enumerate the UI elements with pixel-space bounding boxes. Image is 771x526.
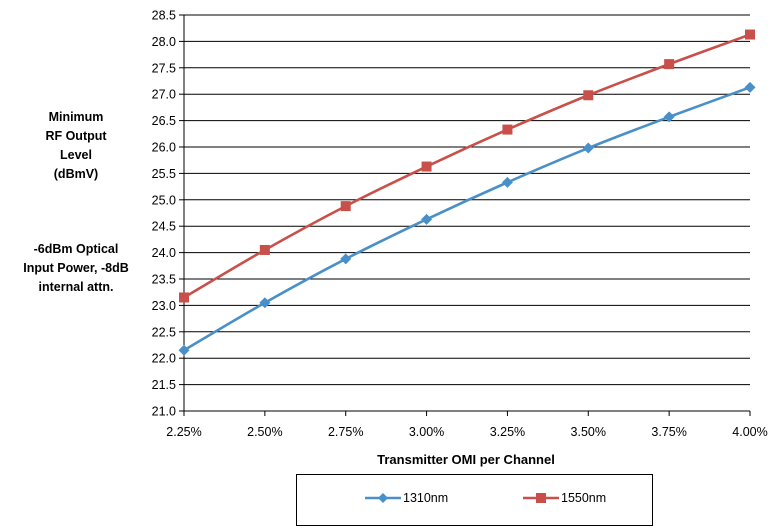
y-tick-label: 21.5 — [152, 378, 176, 392]
x-tick-label: 2.75% — [328, 425, 363, 439]
y-tick-label: 24.0 — [152, 246, 176, 260]
y-tick-label: 25.5 — [152, 167, 176, 181]
x-tick-label: 2.25% — [166, 425, 201, 439]
legend-label: 1550nm — [561, 491, 607, 505]
y-tick-label: 22.0 — [152, 352, 176, 366]
y-axis-label-line: (dBmV) — [53, 167, 99, 181]
y-tick-label: 21.0 — [152, 405, 176, 419]
y-tick-label: 28.5 — [152, 9, 176, 23]
data-point-1550nm — [259, 244, 270, 255]
x-tick-label: 3.50% — [571, 425, 606, 439]
data-point-1310nm — [501, 176, 513, 188]
legend-swatch-1550nm — [523, 493, 559, 503]
series-layer — [178, 29, 756, 356]
y-tick-label: 23.0 — [152, 299, 176, 313]
x-tick-label: 4.00% — [732, 425, 767, 439]
annotation-line: internal attn. — [38, 280, 114, 294]
data-point-1550nm — [664, 59, 675, 70]
data-point-1310nm — [259, 297, 271, 309]
data-point-1310nm — [340, 253, 352, 265]
x-tick-label: 3.00% — [409, 425, 444, 439]
data-point-1550nm — [583, 90, 594, 101]
y-tick-label: 25.0 — [152, 193, 176, 207]
x-tick-label: 3.75% — [651, 425, 686, 439]
series-line-1550nm — [183, 33, 751, 299]
axes — [179, 14, 751, 416]
legend-label: 1310nm — [403, 491, 449, 505]
y-tick-label: 24.5 — [152, 220, 176, 234]
y-tick-label: 26.0 — [152, 141, 176, 155]
y-axis-label-line: RF Output — [45, 129, 107, 143]
y-tick-label: 22.5 — [152, 325, 176, 339]
y-axis-label-line: Minimum — [48, 110, 104, 124]
data-point-1550nm — [179, 292, 189, 303]
y-axis-label: Minimum RF Output Level (dBmV) — [0, 108, 152, 184]
tick-labels: 21.0 21.5 22.0 22.5 23.0 23.5 24.0 24.5 25.0 25.5… — [152, 9, 768, 440]
data-point-1310nm — [421, 213, 433, 225]
data-point-1550nm — [745, 29, 755, 40]
y-tick-label: 27.0 — [152, 88, 176, 102]
series-line-1310nm — [183, 86, 751, 352]
y-tick-label: 27.5 — [152, 61, 176, 75]
y-axis-label-line: Level — [60, 148, 92, 162]
data-point-1310nm — [744, 81, 756, 93]
x-tick-label: 2.50% — [247, 425, 282, 439]
legend: 1310nm 1550nm — [296, 474, 653, 526]
annotation-line: -6dBm Optical — [33, 242, 119, 256]
annotation-text: -6dBm Optical Input Power, -8dB internal… — [0, 240, 152, 297]
x-axis-label: Transmitter OMI per Channel — [377, 452, 555, 467]
y-tick-label: 28.0 — [152, 35, 176, 49]
data-point-1310nm — [178, 344, 190, 356]
y-tick-label: 26.5 — [152, 114, 176, 128]
legend-item-1310nm: 1310nm — [365, 491, 448, 505]
annotation-line: Input Power, -8dB — [23, 261, 129, 275]
legend-swatch-1310nm — [365, 493, 401, 503]
data-point-1310nm — [582, 142, 594, 154]
x-tick-label: 3.25% — [490, 425, 525, 439]
data-point-1550nm — [421, 161, 432, 172]
legend-item-1550nm: 1550nm — [523, 491, 606, 505]
y-tick-label: 23.5 — [152, 273, 176, 287]
data-point-1550nm — [502, 124, 513, 135]
data-point-1310nm — [663, 111, 675, 123]
data-point-1550nm — [340, 201, 351, 212]
